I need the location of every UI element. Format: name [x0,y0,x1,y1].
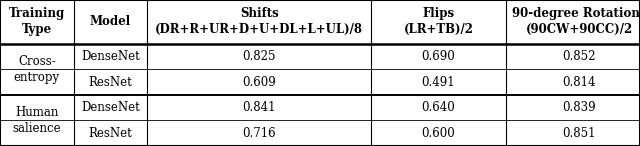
Text: 0.716: 0.716 [243,127,276,140]
Text: 0.851: 0.851 [563,127,596,140]
Text: 0.640: 0.640 [422,101,455,114]
Text: ResNet: ResNet [88,127,132,140]
Text: DenseNet: DenseNet [81,101,140,114]
Text: 0.600: 0.600 [422,127,455,140]
Text: Cross-
entropy: Cross- entropy [13,55,60,84]
Text: Training
Type: Training Type [9,7,65,36]
Text: 0.839: 0.839 [563,101,596,114]
Text: 0.814: 0.814 [563,76,596,89]
Text: 0.852: 0.852 [563,50,596,63]
Text: DenseNet: DenseNet [81,50,140,63]
Text: Flips
(LR+TB)/2: Flips (LR+TB)/2 [403,7,474,36]
Text: 90-degree Rotations
(90CW+90CC)/2: 90-degree Rotations (90CW+90CC)/2 [512,7,640,36]
Text: Model: Model [90,15,131,28]
Text: 0.609: 0.609 [243,76,276,89]
Text: Shifts
(DR+R+UR+D+U+DL+L+UL)/8: Shifts (DR+R+UR+D+U+DL+L+UL)/8 [155,7,364,36]
Text: 0.690: 0.690 [422,50,455,63]
Text: ResNet: ResNet [88,76,132,89]
Text: 0.841: 0.841 [243,101,276,114]
Text: 0.825: 0.825 [243,50,276,63]
Text: Human
salience: Human salience [13,106,61,135]
Text: 0.491: 0.491 [422,76,455,89]
